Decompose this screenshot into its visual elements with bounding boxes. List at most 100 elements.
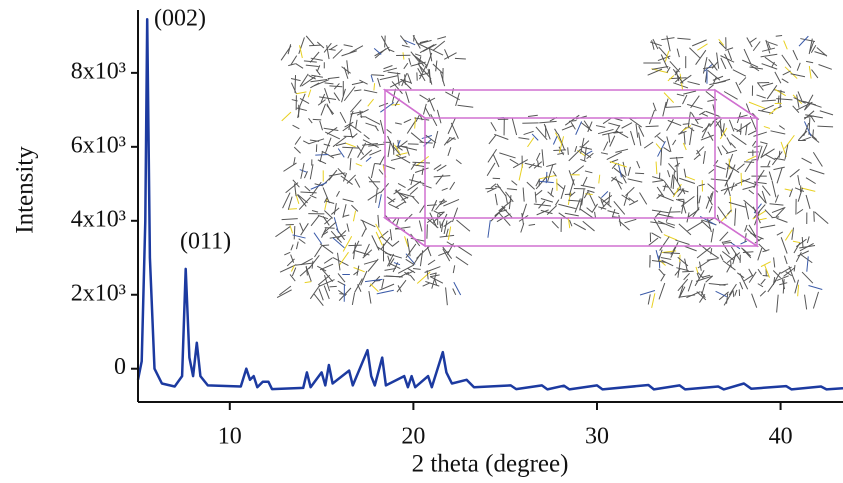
bond (709, 81, 725, 85)
bond (806, 178, 816, 184)
bond (644, 142, 653, 148)
bond (425, 107, 430, 117)
bond (720, 255, 723, 260)
bond (548, 164, 553, 181)
bond (768, 161, 770, 167)
bond (610, 162, 627, 167)
bond (758, 248, 762, 260)
bond (808, 286, 822, 290)
bond (338, 168, 346, 176)
bond (744, 162, 754, 163)
bond (737, 164, 744, 170)
bond (708, 184, 718, 193)
bond (794, 98, 806, 104)
bond (497, 184, 506, 196)
x-axis-title: 2 theta (degree) (412, 451, 569, 478)
bond (749, 190, 754, 194)
bond (491, 184, 496, 188)
bond (422, 168, 423, 175)
bond (601, 191, 608, 197)
bond (300, 170, 307, 173)
bond (810, 169, 825, 174)
bond (350, 158, 351, 170)
bond (652, 66, 668, 69)
bond (764, 126, 770, 128)
bond (321, 268, 332, 281)
bond (722, 145, 728, 152)
bond (452, 88, 453, 94)
bond (745, 225, 747, 232)
bond (427, 247, 431, 256)
bond (521, 223, 524, 232)
bond (568, 217, 569, 228)
bond (814, 52, 826, 56)
bond (347, 60, 349, 74)
bond (759, 218, 767, 219)
bond (813, 292, 818, 309)
bond (282, 112, 291, 121)
bond (374, 83, 375, 90)
bond (636, 124, 638, 138)
bond (677, 49, 679, 58)
bond (390, 229, 391, 240)
bond (610, 136, 615, 147)
y-tick-label: 2x10³ (71, 280, 126, 306)
bond (354, 250, 369, 255)
bond (422, 185, 431, 188)
bond (668, 163, 676, 172)
bond (652, 180, 664, 182)
bond (793, 241, 800, 242)
bond (304, 61, 317, 62)
y-tick-label: 8x10³ (71, 58, 126, 84)
bond (733, 290, 734, 297)
bond (649, 110, 654, 124)
bond (283, 163, 296, 171)
bond (310, 52, 319, 62)
bond (687, 222, 702, 231)
bond (696, 50, 706, 65)
bond (604, 142, 608, 151)
bond (433, 64, 443, 74)
bond (673, 140, 676, 145)
bond (784, 256, 787, 264)
bond (355, 179, 360, 188)
bond (406, 91, 410, 102)
bond (727, 294, 728, 304)
bond (448, 147, 451, 156)
bond (812, 137, 819, 143)
bond (357, 266, 359, 276)
bond (663, 253, 679, 254)
bond (318, 160, 326, 164)
bond (499, 153, 515, 158)
bond (760, 291, 766, 296)
bond (802, 272, 813, 283)
bond (542, 149, 544, 165)
bond (430, 277, 443, 284)
bond (536, 153, 540, 160)
bond (333, 137, 346, 147)
bond (410, 188, 418, 195)
bond (692, 40, 706, 46)
bond (419, 221, 422, 232)
bond (297, 108, 307, 111)
bond (336, 191, 339, 197)
bond (785, 135, 795, 148)
bond (656, 250, 658, 259)
bond (772, 217, 780, 218)
bond (776, 36, 782, 37)
bond (684, 132, 685, 145)
bond (661, 274, 665, 281)
bond (364, 135, 370, 139)
bond (368, 99, 374, 106)
bond (319, 289, 323, 301)
bond (741, 248, 750, 258)
chart: (002) (011) 2 theta (degree) Intensity 0… (0, 0, 843, 483)
bond (488, 220, 490, 237)
bond (365, 123, 376, 127)
bond (312, 211, 318, 213)
bond (325, 88, 330, 103)
y-tick-label: 4x10³ (71, 206, 126, 232)
bond (705, 249, 719, 258)
bond (728, 50, 732, 60)
bond (797, 63, 800, 71)
